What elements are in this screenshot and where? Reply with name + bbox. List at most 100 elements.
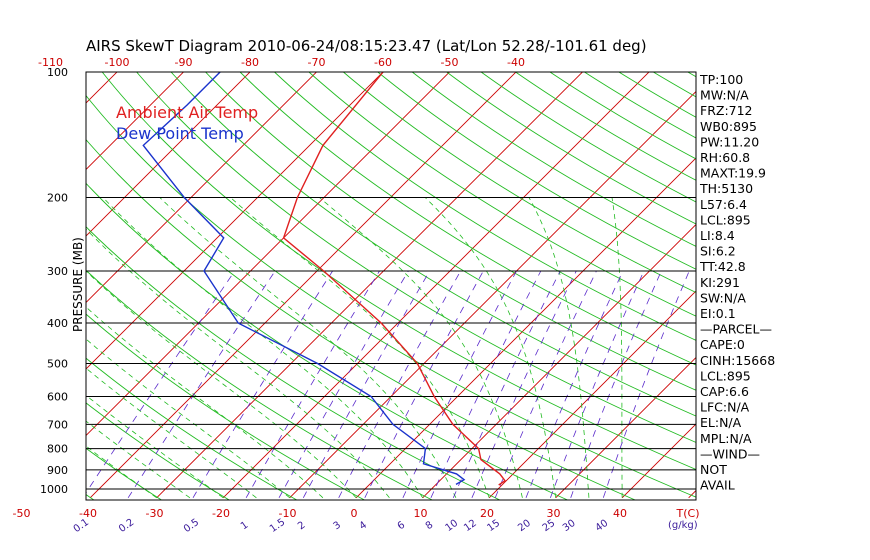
isotherm-line: [555, 356, 696, 499]
bottom-tick-label: 40: [613, 507, 627, 520]
isotherm-line: [755, 63, 870, 498]
top-tick-label: -60: [374, 56, 392, 69]
mixing-ratio-ticks: 0.1 0.2 0.5 1 1.5 2 3 4 6 8 10 12 15 20 25 30 40 (g/kg): [72, 517, 698, 535]
moist-adiabat-line: [102, 197, 424, 499]
pressure-ticks: 100 200 300 400 500 600 700 800 900 1000: [40, 66, 68, 496]
mixing-ratio-label: 0.2: [117, 517, 136, 535]
mixing-ratio-label: 8: [424, 520, 436, 533]
mixing-ratio-line: [338, 270, 461, 498]
isotherm-line: [86, 72, 251, 237]
index-label: TP:100: [699, 72, 743, 87]
moist-adiabat-line: [528, 197, 590, 498]
index-label: LCL:895: [700, 368, 751, 383]
moist-adiabat-line: [424, 197, 557, 498]
index-label: L57:6.4: [700, 197, 747, 212]
dry-adiabat-line: [170, 72, 696, 417]
pressure-tick-label: 900: [47, 464, 68, 477]
dry-adiabat-line: [549, 72, 696, 160]
dry-adiabat-line: [273, 72, 696, 341]
mixing-ratio-line: [402, 270, 517, 498]
dry-adiabat-line: [86, 139, 637, 500]
dry-adiabat-line: [377, 72, 696, 270]
legend-dew-point-temp: Dew Point Temp: [116, 124, 244, 143]
dry-adiabat-line: [204, 72, 696, 391]
dry-adiabat-line: [480, 72, 696, 203]
index-label: TT:42.8: [699, 259, 746, 274]
index-label: EI:0.1: [700, 306, 736, 321]
mixing-ratio-line: [602, 270, 690, 498]
mixing-ratio-label: 6: [396, 520, 408, 533]
isotherm-line: [0, 63, 60, 498]
isotherm-line: [289, 90, 696, 499]
index-label: —PARCEL—: [700, 322, 772, 337]
dry-adiabat-line: [86, 357, 298, 500]
dry-adiabat-line: [101, 72, 696, 470]
mixing-ratio-label: 12: [462, 518, 479, 534]
top-tick-label: -40: [507, 56, 525, 69]
pressure-tick-label: 500: [47, 357, 68, 370]
mixing-ratio-label: 15: [485, 518, 502, 534]
legend-ambient-air-temp: Ambient Air Temp: [116, 103, 258, 122]
bottom-tick-label: -20: [212, 507, 230, 520]
index-label: TH:5130: [699, 181, 753, 196]
moist-adiabat-line: [611, 197, 623, 498]
y-axis-label: PRESSURE (MB): [71, 237, 85, 332]
bottom-tick-label: -50: [13, 507, 31, 520]
isotherm-line: [621, 423, 696, 499]
moist-adiabat-line: [86, 338, 290, 499]
series-layer: [142, 72, 507, 486]
index-label: NOT: [700, 462, 727, 477]
mixing-ratio-line: [364, 270, 484, 498]
dry-adiabat-line: [136, 72, 696, 443]
pressure-tick-label: 1000: [40, 483, 68, 496]
dry-adiabat-line: [342, 72, 696, 293]
mixing-ratio-line: [86, 270, 236, 494]
isotherm-line: [422, 223, 696, 499]
bottom-tick-label: 30: [547, 507, 561, 520]
pressure-tick-label: 700: [47, 418, 68, 431]
index-label: LI:8.4: [700, 228, 735, 243]
mixing-ratio-label: 2: [296, 520, 308, 533]
mixing-ratio-label: 0.5: [182, 517, 201, 535]
isotherm-line: [355, 157, 696, 499]
mixing-ratio-line: [525, 270, 624, 498]
pressure-tick-label: 200: [47, 192, 68, 205]
index-label: MAXT:19.9: [700, 166, 766, 181]
bottom-tick-label: -30: [146, 507, 164, 520]
mixing-ratio-label: 30: [561, 518, 578, 534]
bottom-tick-label: 20: [480, 507, 494, 520]
dry-adiabat-line: [308, 72, 696, 317]
pressure-tick-label: 100: [47, 66, 68, 79]
mixing-ratio-line: [550, 270, 645, 498]
index-label: CAPE:0: [700, 337, 745, 352]
mixing-ratio-line: [494, 270, 597, 498]
index-label: RH:60.8: [700, 150, 750, 165]
dry-adiabat-line: [86, 94, 696, 498]
top-tick-label: -50: [441, 56, 459, 69]
bottom-tick-label: -10: [279, 507, 297, 520]
mixing-ratio-line: [245, 270, 380, 499]
index-label: LCL:895: [700, 212, 751, 227]
isotherm-line: [86, 72, 118, 104]
pressure-tick-label: 400: [47, 317, 68, 330]
mixing-ratio-label: 1: [239, 520, 251, 533]
mixing-ratio-label: 4: [358, 520, 370, 533]
dry-adiabat-line: [652, 72, 696, 98]
isotherm-line: [86, 72, 318, 304]
mixing-ratio-label: 20: [516, 518, 533, 534]
isotherm-line: [89, 72, 517, 499]
bottom-tick-label: -40: [79, 507, 97, 520]
moist-adiabat-line: [86, 394, 224, 499]
mixing-ratio-unit: (g/kg): [668, 520, 698, 531]
dry-adiabat-line: [86, 269, 434, 500]
pressure-tick-label: 800: [47, 443, 68, 456]
index-label: MW:N/A: [700, 88, 749, 103]
dry-adiabat-line: [514, 72, 696, 181]
index-label: CAP:6.6: [700, 384, 749, 399]
index-label: —WIND—: [700, 446, 760, 461]
mixing-ratio-line: [302, 270, 430, 498]
mixing-ratio-label: 3: [331, 520, 343, 533]
dry-adiabat-line: [445, 72, 696, 225]
top-tick-label: -80: [241, 56, 259, 69]
dry-adiabat-line: [239, 72, 696, 366]
